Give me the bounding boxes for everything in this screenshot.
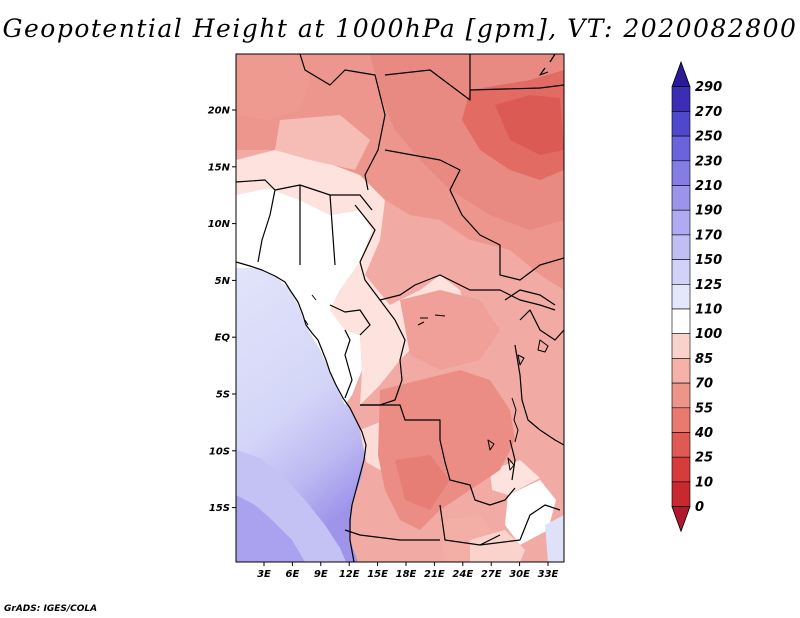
southeast-white-patch bbox=[505, 480, 556, 545]
country-borders-north bbox=[299, 54, 564, 281]
colorbar-segment bbox=[671, 86, 691, 112]
colorbar-segment bbox=[671, 407, 691, 433]
grads-credit: GrADS: IGES/COLA bbox=[4, 604, 98, 614]
colorbar-level-label: 125 bbox=[695, 278, 722, 293]
colorbar-level-label: 55 bbox=[695, 401, 713, 416]
lat-tick-label: 5N bbox=[215, 276, 231, 287]
lakes bbox=[304, 294, 549, 471]
colorbar-level-label: 110 bbox=[695, 303, 722, 318]
colorbar-level-label: 85 bbox=[695, 352, 713, 367]
ocean-deepest-band bbox=[236, 495, 305, 562]
country-borders-south bbox=[344, 404, 561, 546]
latitude-axis: 20N 15N 10N 5N EQ 5S 10S 15S bbox=[208, 106, 236, 514]
longitude-axis: 3E 6E 9E 12E 15E 18E 21E 24E 27E 30E 33E bbox=[257, 562, 559, 580]
coastal-white-zone bbox=[236, 188, 372, 405]
map-plot-area bbox=[236, 54, 564, 562]
colorbar-segment bbox=[671, 358, 691, 384]
congo-basin-zone bbox=[400, 290, 500, 370]
colorbar-level-label: 230 bbox=[695, 154, 722, 169]
lat-tick-label: 5S bbox=[216, 390, 230, 401]
northeast-darkest-core bbox=[495, 95, 564, 155]
west-coastline bbox=[236, 261, 367, 562]
colorbar-segment bbox=[671, 333, 691, 359]
country-borders-central bbox=[329, 261, 556, 406]
colorbar-bottom-arrow bbox=[671, 506, 691, 533]
colorbar-segment bbox=[671, 432, 691, 458]
map-frame bbox=[235, 53, 565, 563]
country-borders-east bbox=[504, 289, 564, 481]
colorbar-segment bbox=[671, 111, 691, 137]
colorbar-segment bbox=[671, 234, 691, 260]
colorbar-level-label: 210 bbox=[695, 179, 722, 194]
lon-tick-label: 15E bbox=[367, 569, 388, 580]
southern-red-core bbox=[395, 455, 450, 510]
lat-tick-label: 20N bbox=[208, 106, 231, 117]
colorbar-segment bbox=[671, 283, 691, 310]
lon-tick-label: 18E bbox=[396, 569, 417, 580]
colorbar-segment bbox=[671, 135, 691, 162]
east-blue-patch bbox=[545, 515, 564, 562]
lon-tick-label: 3E bbox=[257, 569, 271, 580]
colorbar-level-label: 0 bbox=[695, 500, 704, 515]
colorbar: 0 10 25 40 55 70 85 100 110 125 150 170 190 210 230 250… bbox=[671, 60, 722, 533]
lat-tick-label: 10N bbox=[208, 219, 231, 230]
lon-tick-label: 12E bbox=[339, 569, 360, 580]
colorbar-top-arrow bbox=[671, 60, 691, 88]
colorbar-level-label: 150 bbox=[695, 253, 722, 268]
boundaries bbox=[236, 54, 564, 562]
colorbar-level-label: 25 bbox=[695, 451, 713, 466]
lon-tick-label: 27E bbox=[481, 569, 502, 580]
northwest-zone bbox=[236, 54, 310, 120]
red-sea-coast bbox=[539, 54, 556, 76]
colorbar-level-label: 40 bbox=[694, 426, 713, 441]
colorbar-segment bbox=[671, 382, 691, 409]
colorbar-segment bbox=[671, 185, 691, 211]
lon-tick-label: 21E bbox=[424, 569, 445, 580]
lon-tick-label: 30E bbox=[509, 569, 530, 580]
lat-tick-label: 15S bbox=[209, 503, 230, 514]
colorbar-segment bbox=[671, 160, 691, 186]
lon-tick-label: 33E bbox=[538, 569, 559, 580]
colorbar-level-label: 270 bbox=[695, 105, 722, 120]
colorbar-level-label: 250 bbox=[695, 130, 722, 145]
colorbar-level-label: 190 bbox=[695, 204, 722, 219]
lon-tick-label: 24E bbox=[452, 569, 473, 580]
colorbar-level-label: 10 bbox=[695, 475, 713, 490]
colorbar-segment bbox=[671, 456, 691, 483]
sahel-light-zone bbox=[275, 115, 370, 170]
colorbar-segment bbox=[671, 481, 691, 507]
colorbar-segment bbox=[671, 308, 691, 335]
colorbar-level-label: 290 bbox=[695, 80, 722, 95]
chart-title: Geopotential Height at 1000hPa [gpm], VT… bbox=[2, 14, 798, 43]
lat-tick-label: EQ bbox=[215, 333, 231, 344]
colorbar-level-label: 70 bbox=[695, 377, 713, 392]
colorbar-level-label: 100 bbox=[695, 327, 722, 342]
country-borders-west bbox=[236, 179, 376, 266]
south-pale-zone bbox=[470, 530, 525, 562]
colorbar-level-label: 170 bbox=[695, 228, 722, 243]
lat-tick-label: 15N bbox=[208, 162, 231, 173]
lon-tick-label: 9E bbox=[314, 569, 328, 580]
colorbar-segment bbox=[671, 209, 691, 236]
colorbar-segment bbox=[671, 259, 691, 285]
lat-tick-label: 10S bbox=[209, 446, 230, 457]
lon-tick-label: 6E bbox=[286, 569, 300, 580]
southeast-pale-patch bbox=[490, 460, 540, 495]
